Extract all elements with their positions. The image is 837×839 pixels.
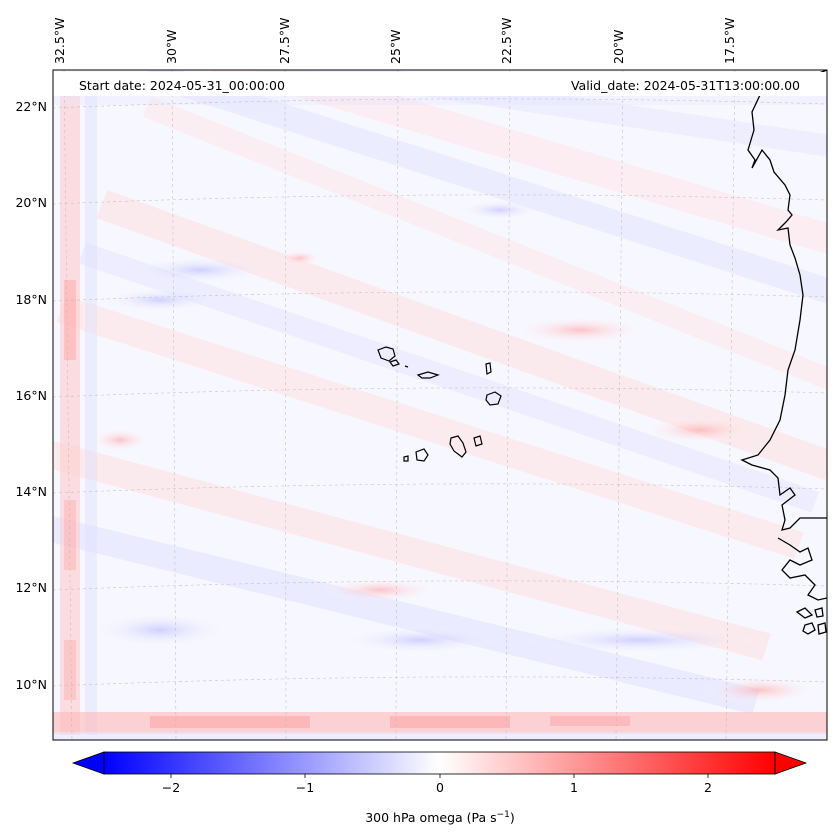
- parallel-16n: [53, 387, 827, 398]
- colorbar-tick-label-neg1: −1: [296, 780, 314, 795]
- island-fogo: [415, 448, 429, 462]
- start-date-label: Start date: 2024-05-31_00:00:00: [79, 78, 285, 93]
- meridian-22-5w: [505, 70, 511, 740]
- lat-label-14n: 14°N: [15, 484, 47, 499]
- lon-label-30w: 30°W: [164, 29, 179, 64]
- parallel-20n: [53, 194, 827, 205]
- island-sal: [485, 362, 492, 375]
- gambia-estuary: [777, 537, 827, 601]
- lon-label-25w: 25°W: [388, 29, 403, 64]
- omega-field-positive: [53, 70, 827, 661]
- meridian-20w: [615, 70, 624, 740]
- lat-label-18n: 18°N: [15, 292, 47, 307]
- colorbar-title: 300 hPa omega (Pa s−1): [365, 810, 515, 825]
- meridian-17-5w: [725, 70, 736, 740]
- africa-coastline: [740, 70, 827, 635]
- lon-label-20w: 20°W: [611, 29, 626, 64]
- lon-label-32-5w: 32.5°W: [52, 18, 67, 64]
- graticule: [53, 70, 827, 740]
- parallel-22n: [53, 98, 827, 109]
- island-maio: [473, 435, 483, 447]
- meridian-27-5w: [284, 70, 287, 740]
- lat-label-10n: 10°N: [15, 677, 47, 692]
- island-sao-nicolau: [416, 371, 440, 379]
- island-sao-vicente: [389, 359, 400, 367]
- valid-date-label: Valid_date: 2024-05-31T13:00:00.00: [571, 78, 800, 93]
- map-frame: [52, 69, 828, 741]
- island-boa-vista: [485, 391, 502, 406]
- omega-field-blobs: [90, 200, 820, 704]
- colorbar-title-main: 300 hPa omega (Pa s: [365, 810, 496, 825]
- island-santiago: [449, 435, 467, 458]
- map-panel: Start date: 2024-05-31_00:00:00 Valid_da…: [53, 70, 827, 740]
- cape-verde-islands: [377, 346, 502, 462]
- meridian-25w: [395, 70, 399, 740]
- latitude-labels: 22°N 20°N 18°N 16°N 14°N 12°N 10°N: [15, 99, 47, 692]
- island-brava: [403, 455, 409, 462]
- colorbar-body: [103, 751, 776, 775]
- meridian-32-5w: [63, 70, 73, 740]
- omega-field-boundary: [53, 95, 827, 740]
- lat-label-22n: 22°N: [15, 99, 47, 114]
- colorbar: −2 −1 0 1 2 300 hPa omega (Pa s−1): [71, 751, 808, 825]
- island-santo-antao: [377, 346, 396, 362]
- parallel-18n: [53, 291, 827, 302]
- lon-label-17-5w: 17.5°W: [722, 18, 737, 64]
- lat-label-20n: 20°N: [15, 195, 47, 210]
- parallel-14n: [53, 483, 827, 494]
- lat-label-16n: 16°N: [15, 388, 47, 403]
- colorbar-tick-label-1: 1: [570, 780, 578, 795]
- colorbar-tick-label-0: 0: [436, 780, 444, 795]
- colorbar-tick-label-2: 2: [704, 780, 712, 795]
- colorbar-tick-label-neg2: −2: [162, 780, 180, 795]
- colorbar-extend-high: [774, 751, 808, 775]
- parallel-12n: [53, 580, 827, 591]
- parallel-10n: [53, 676, 827, 687]
- lon-label-27-5w: 27.5°W: [277, 18, 292, 64]
- colorbar-ticks: [170, 774, 709, 778]
- lat-label-12n: 12°N: [15, 580, 47, 595]
- meridian-30w: [171, 70, 177, 740]
- colorbar-title-close: ): [510, 810, 515, 825]
- colorbar-extend-low: [71, 751, 105, 775]
- bijagos-islands: [795, 607, 827, 635]
- island-santa-luzia: [404, 365, 409, 368]
- colorbar-title-superscript: −1: [497, 810, 510, 820]
- lon-label-22-5w: 22.5°W: [499, 18, 514, 64]
- longitude-labels: 32.5°W 30°W 27.5°W 25°W 22.5°W 20°W 17.5…: [52, 18, 737, 64]
- header-band: [53, 72, 827, 96]
